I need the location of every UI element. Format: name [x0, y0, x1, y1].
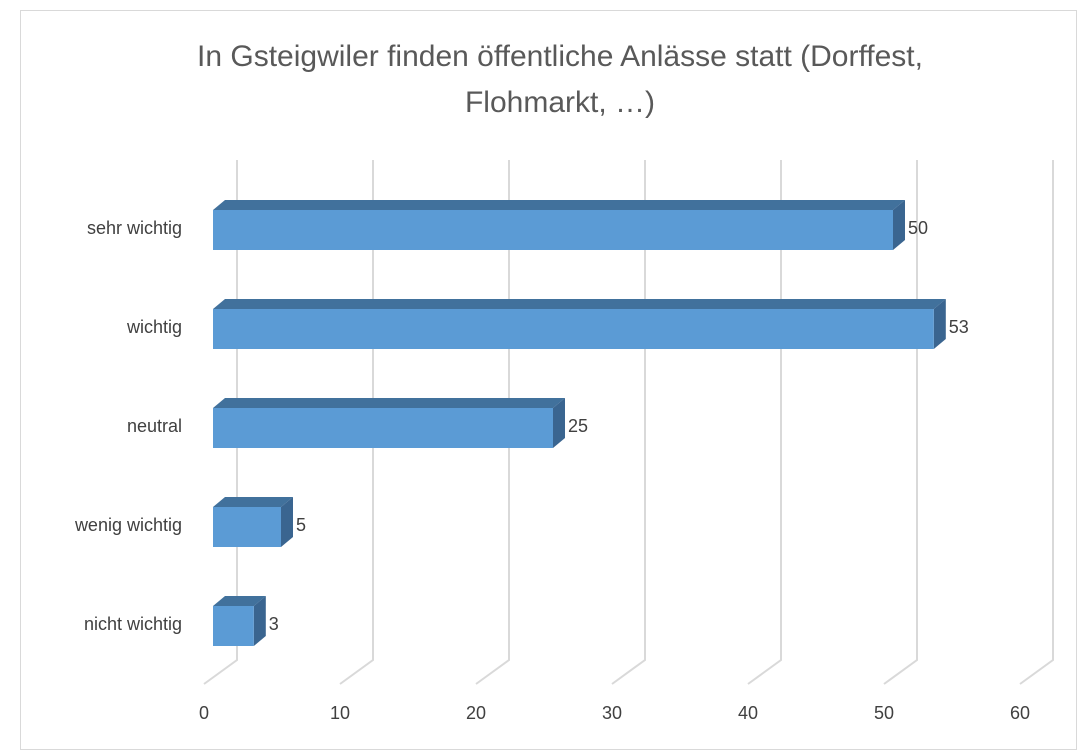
bar-top [213, 299, 946, 309]
bar-top [213, 398, 565, 408]
y-tick-label: wichtig [126, 317, 182, 337]
data-label: 53 [949, 317, 969, 337]
bar-front [213, 507, 281, 547]
x-tick-label: 60 [1010, 703, 1030, 723]
y-tick-label: wenig wichtig [74, 515, 182, 535]
bar-top [213, 200, 905, 210]
y-tick-label: neutral [127, 416, 182, 436]
x-tick-label: 30 [602, 703, 622, 723]
x-tick-label: 0 [199, 703, 209, 723]
bar-top [213, 497, 293, 507]
x-tick-label: 50 [874, 703, 894, 723]
bar-front [213, 408, 553, 448]
data-label: 50 [908, 218, 928, 238]
bar-side [553, 398, 565, 448]
chart-title: In Gsteigwiler finden öffentliche Anläss… [197, 40, 923, 119]
grid-line [1019, 160, 1054, 685]
bar-side [253, 596, 266, 646]
data-label: 25 [568, 416, 588, 436]
bar [213, 200, 905, 250]
bar-side [893, 200, 905, 250]
bar-top [213, 596, 266, 606]
bar-side [933, 299, 946, 349]
bar [213, 299, 946, 349]
bar [213, 596, 266, 646]
bar-side [281, 497, 293, 547]
y-tick-label: nicht wichtig [84, 614, 182, 634]
bar-front [213, 210, 893, 250]
bar-front [213, 606, 254, 646]
x-tick-label: 10 [330, 703, 350, 723]
bar [213, 497, 293, 547]
bar [213, 398, 565, 448]
data-label: 3 [269, 614, 279, 634]
y-tick-label: sehr wichtig [87, 218, 182, 238]
x-tick-label: 20 [466, 703, 486, 723]
x-tick-label: 40 [738, 703, 758, 723]
data-label: 5 [296, 515, 306, 535]
bar-front [213, 309, 934, 349]
